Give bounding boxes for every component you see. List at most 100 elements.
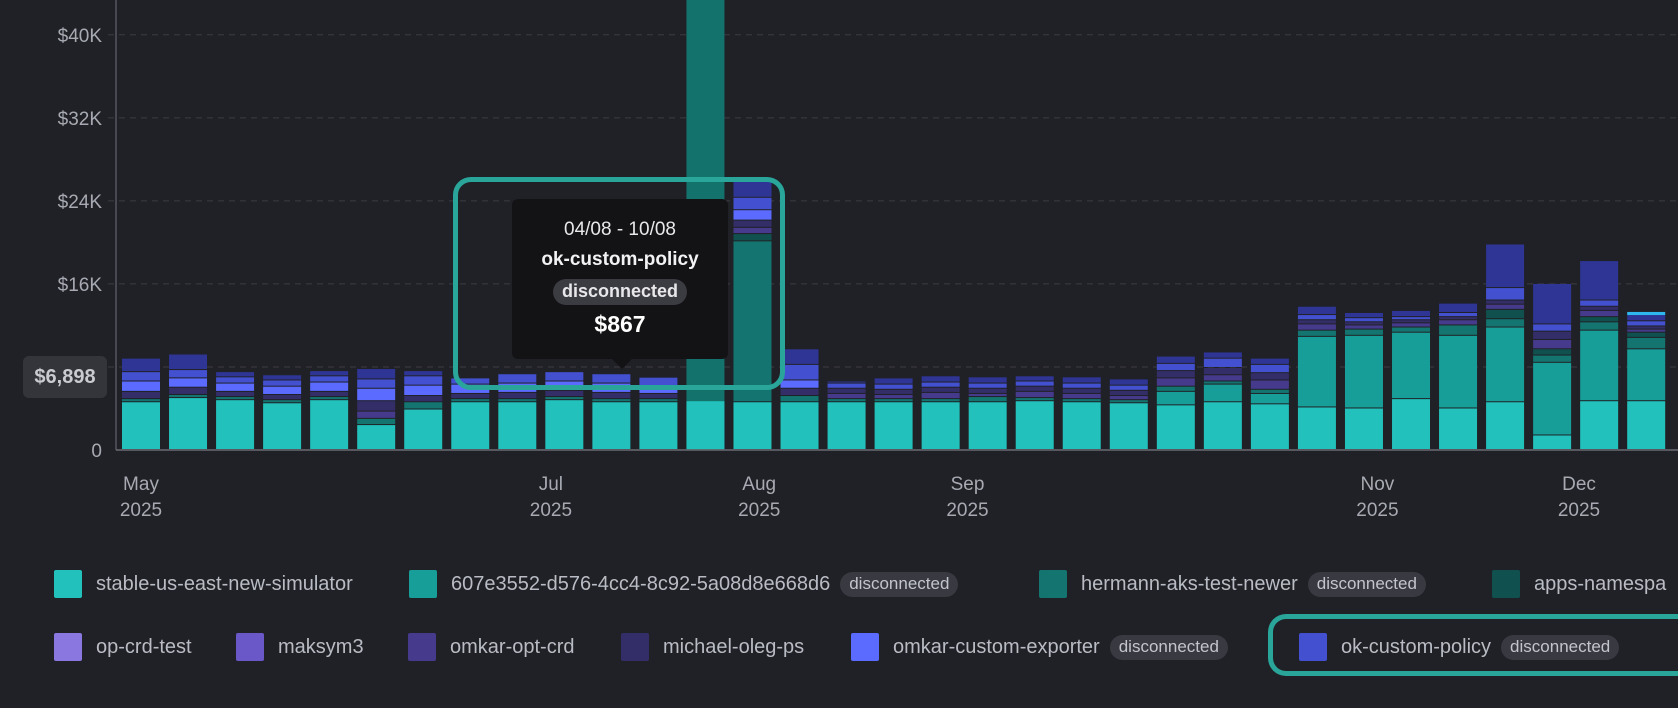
bar-segment <box>169 398 208 449</box>
bar-segment <box>921 402 960 449</box>
bar-segment <box>733 241 772 402</box>
bar-segment <box>357 379 396 388</box>
legend-item-maksym3[interactable]: maksym3 <box>236 633 364 661</box>
bar-segment <box>968 377 1007 383</box>
bar-segment <box>310 376 349 382</box>
bar-segment <box>1392 332 1431 399</box>
bar-segment <box>1015 376 1054 381</box>
tooltip-value: $867 <box>594 311 646 337</box>
bar-segment <box>1203 367 1242 375</box>
bar-segment <box>968 402 1007 449</box>
bar-segment <box>1203 381 1242 384</box>
legend-item-michael-oleg-ps[interactable]: michael-oleg-ps <box>621 633 804 661</box>
bar-segment <box>592 402 631 449</box>
y-value-indicator: $6,898 <box>23 356 107 398</box>
bar-segment <box>1580 261 1619 300</box>
legend-swatch <box>54 633 82 661</box>
bar-segment <box>1392 310 1431 317</box>
bar-segment <box>1533 339 1572 349</box>
bar-segment <box>874 389 913 394</box>
bar-segment <box>404 371 443 376</box>
legend-item-omkar-custom-exporter[interactable]: omkar-custom-exporter disconnected <box>851 633 1228 661</box>
bar-segment <box>1156 386 1195 391</box>
bar-segment <box>1486 288 1525 300</box>
bar-segment <box>921 382 960 387</box>
bar-segment <box>263 375 302 380</box>
legend-label: apps-namespa <box>1534 572 1667 595</box>
legend-label: stable-us-east-new-simulator <box>96 572 353 595</box>
bar-segment <box>1297 324 1336 330</box>
bar-segment <box>1109 379 1148 385</box>
bar-segment <box>1297 336 1336 407</box>
bar-segment <box>592 374 631 383</box>
bar-segment <box>1627 315 1666 321</box>
bar-segment <box>827 383 866 388</box>
bar-segment <box>1439 317 1478 320</box>
bar-segment <box>1156 378 1195 386</box>
legend-swatch <box>409 570 437 598</box>
bar-segment <box>169 354 208 370</box>
bar-segment <box>1062 388 1101 393</box>
legend-item-apps-namespace[interactable]: apps-namespa <box>1492 570 1666 598</box>
x-axis: May 2025 Jul 2025 Aug 2025 Sep 2025 Nov 2025 Dec 20… <box>116 449 1678 521</box>
bar-segment <box>122 402 160 449</box>
bar-segment <box>122 391 160 399</box>
bar-segment <box>498 374 537 383</box>
bar-segment <box>1109 403 1148 449</box>
bar-segment <box>733 402 772 449</box>
bar-segment <box>1203 358 1242 367</box>
bar-segment <box>827 393 866 399</box>
bar-segment <box>310 391 349 397</box>
x-tick-month: Jul <box>539 474 563 495</box>
status-badge: disconnected <box>1501 634 1620 660</box>
bar-segment <box>310 397 349 400</box>
bar-segment <box>216 372 255 377</box>
bar-segment <box>780 380 819 388</box>
x-tick-month: May <box>123 474 159 495</box>
bar-segment <box>451 402 490 449</box>
legend-item-omkar-opt-crd[interactable]: omkar-opt-crd <box>408 633 574 661</box>
tooltip-status-badge: disconnected <box>552 279 688 305</box>
legend-item-stable-us-east-new-simulator[interactable]: stable-us-east-new-simulator <box>54 570 353 598</box>
bar-segment <box>1344 318 1383 322</box>
bar-segment <box>1203 384 1242 402</box>
bar-segment <box>1250 404 1289 449</box>
bar-segment <box>1392 317 1431 320</box>
bar-segment <box>1580 322 1619 330</box>
bar-segment <box>357 418 396 425</box>
legend-item-hermann-aks-test-newer[interactable]: hermann-aks-test-newer disconnected <box>1039 570 1426 598</box>
bar-segment <box>1015 386 1054 391</box>
bar-segment <box>874 384 913 389</box>
bar-segment <box>780 388 819 396</box>
y-tick-label: 0 <box>91 441 102 462</box>
legend-item-ok-custom-policy[interactable]: ok-custom-policy disconnected <box>1299 633 1620 661</box>
bar-segment <box>874 378 913 384</box>
bar-segment <box>498 399 537 402</box>
bar-segment <box>498 383 537 392</box>
bar-segment <box>639 402 678 449</box>
bar-segment <box>1250 393 1289 404</box>
legend-label: ok-custom-policy <box>1341 635 1492 658</box>
x-tick-year: 2025 <box>738 500 780 521</box>
bar-segment <box>968 397 1007 402</box>
bar-segment <box>545 372 584 381</box>
bar-segment <box>169 394 208 398</box>
x-tick-month: Aug <box>742 474 776 495</box>
bar-segment <box>780 402 819 449</box>
bar-segment <box>263 380 302 386</box>
bar-segment <box>1439 320 1478 325</box>
bar-segment <box>357 388 396 401</box>
bar-segment <box>545 381 584 390</box>
legend-swatch <box>851 633 879 661</box>
bar-segment <box>1156 356 1195 363</box>
bar-segment <box>404 396 443 402</box>
bar-segment <box>1486 319 1525 327</box>
bar-segment <box>451 384 490 393</box>
legend-item-op-crd-test[interactable]: op-crd-test <box>54 633 192 661</box>
legend-item-607e3552[interactable]: 607e3552-d576-4cc4-8c92-5a08d8e668d6 dis… <box>409 570 959 598</box>
bar-segment <box>263 394 302 400</box>
bar-segment <box>1627 329 1666 332</box>
bar-segment <box>1203 375 1242 381</box>
bar-segment <box>1439 303 1478 312</box>
